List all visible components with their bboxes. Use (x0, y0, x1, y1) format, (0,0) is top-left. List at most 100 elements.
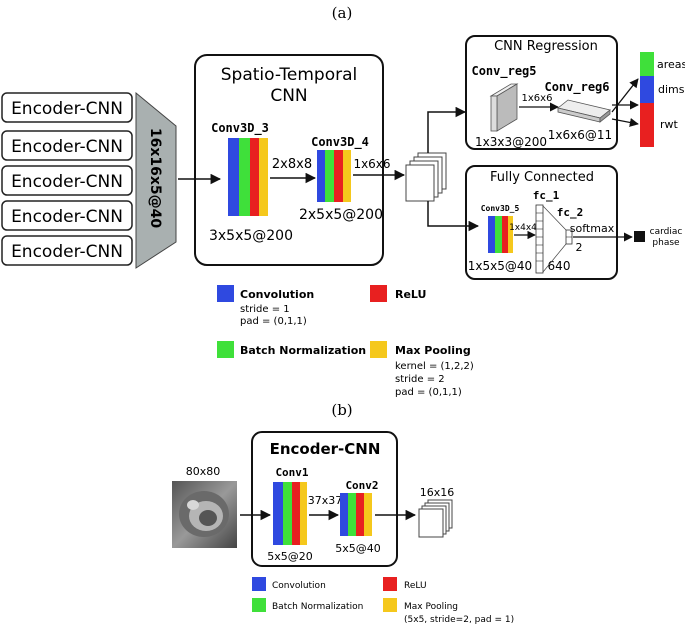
output-dims-label: dims (658, 83, 685, 96)
fc-arrow-label: 1x4x4 (509, 223, 537, 233)
output-rwt-label: rwt (660, 118, 679, 131)
encoder-label-3: Encoder-CNN (11, 172, 123, 192)
conv-reg6-dim: 1x6x6@11 (548, 128, 612, 142)
fc-1-dim: 640 (548, 259, 571, 273)
conv3d-4-dim: 2x5x5@200 (299, 207, 383, 223)
fc-title: Fully Connected (490, 170, 594, 185)
conv-reg6-slab (557, 99, 611, 123)
conv-reg5-dim: 1x3x3@200 (475, 135, 547, 149)
encoder-box-5 (1, 235, 133, 266)
conv-reg5-label: Conv_reg5 (471, 64, 536, 79)
st-title-line2: CNN (270, 86, 307, 106)
legend-a-conv-label: Convolution (240, 288, 314, 301)
legend-b-conv-label: Convolution (272, 581, 326, 591)
legend-b-bn-label: Batch Normalization (272, 602, 363, 612)
legend-a-conv-swatch (217, 285, 234, 302)
encoder-label-5: Encoder-CNN (11, 242, 123, 262)
encoder-label-4: Encoder-CNN (11, 207, 123, 227)
fc-2-column (565, 229, 573, 245)
legend-b-relu-swatch (383, 577, 397, 591)
arrow-to-rwt (611, 117, 639, 127)
feature-stack-trapezoid (135, 91, 177, 269)
conv1-block (273, 482, 307, 545)
conv3d-4-label: Conv3D_4 (311, 135, 369, 150)
conv3d-5-dim: 1x5x5@40 (468, 259, 532, 273)
fc-1-column (535, 204, 544, 274)
legend-b-pool-swatch (383, 598, 397, 612)
fully-connected-box (465, 165, 618, 280)
legend-a-pool-swatch (370, 341, 387, 358)
legend-a: Convolution stride = 1 pad = (0,1,1) ReL… (217, 285, 474, 398)
legend-a-pool-stride: stride = 2 (395, 374, 445, 385)
encoder-box-4 (1, 200, 133, 231)
cnn-regression-box (465, 35, 618, 150)
input-dim-label: 80x80 (186, 465, 221, 478)
reg-arrow-label: 1x6x6 (522, 93, 553, 104)
conv3d-3-block (228, 138, 268, 216)
legend-a-pool-label: Max Pooling (395, 344, 471, 357)
conv2-block (340, 493, 372, 536)
cardiac-phase-square (634, 231, 645, 242)
legend-a-pool-pad: pad = (0,1,1) (395, 387, 462, 398)
encoder-cnn-title: Encoder-CNN (270, 440, 381, 458)
output-dim-label: 16x16 (420, 486, 455, 499)
encoder-box-1 (1, 92, 133, 123)
conv1-label: Conv1 (275, 466, 308, 479)
encoder-cnn-box (251, 431, 398, 567)
legend-b-conv-swatch (252, 577, 266, 591)
branch-to-regression (427, 106, 467, 153)
legend-b-relu-label: ReLU (404, 581, 427, 591)
feature-stack-label: 16x16x5@40 (147, 128, 163, 229)
conv2-label: Conv2 (345, 479, 378, 492)
legend-a-pool-kernel: kernel = (1,2,2) (395, 361, 474, 372)
feature-map-stack (405, 152, 447, 202)
conv3d-4-block (317, 150, 351, 202)
conv3d-5-block (488, 216, 513, 253)
output-areas-label: areas (657, 58, 685, 71)
conv-reg6-label: Conv_reg6 (544, 80, 609, 95)
legend-a-bn-swatch (217, 341, 234, 358)
arrow-37x37-label: 37x37 (308, 494, 343, 507)
mri-input-image (172, 481, 237, 548)
conv3d-3-dim: 3x5x5@200 (209, 228, 293, 244)
branch-to-fully-connected (427, 201, 480, 232)
output-dims-bar (640, 76, 654, 103)
panel-a-label: (a) (332, 4, 353, 22)
conv-reg5-slab (489, 83, 519, 132)
arrow-1x6x6-label: 1x6x6 (353, 157, 390, 171)
legend-b-pool-detail: (5x5, stride=2, pad = 1) (404, 615, 514, 625)
output-areas-bar (640, 52, 654, 76)
regression-title: CNN Regression (494, 39, 598, 54)
encoder-stack: Encoder-CNN Encoder-CNN Encoder-CNN Enco… (1, 92, 133, 266)
legend-a-relu-swatch (370, 285, 387, 302)
conv3d-5-label: Conv3D_5 (481, 204, 520, 213)
legend-b-pool-label: Max Pooling (404, 602, 458, 612)
st-title-line1: Spatio-Temporal (221, 65, 358, 85)
encoder-label-2: Encoder-CNN (11, 137, 123, 157)
conv1-dim: 5x5@20 (267, 550, 313, 563)
legend-a-conv-stride: stride = 1 (240, 304, 290, 315)
encoder-box-3 (1, 165, 133, 196)
fc-2-dim: 2 (576, 241, 583, 254)
output-feature-maps (418, 499, 453, 538)
encoder-label-1: Encoder-CNN (11, 99, 123, 119)
legend-b-bn-swatch (252, 598, 266, 612)
cardiac-label: cardiac (650, 227, 683, 237)
output-rwt-bar (640, 103, 654, 147)
spatio-temporal-box (194, 54, 384, 266)
conv2-dim: 5x5@40 (335, 542, 381, 555)
legend-a-relu-label: ReLU (395, 288, 426, 301)
phase-label: phase (652, 238, 680, 248)
softmax-label: softmax (570, 222, 615, 235)
legend-b: Convolution ReLU Batch Normalization Max… (252, 577, 514, 625)
arrow-to-areas (611, 78, 639, 113)
arrow-2x8x8-label: 2x8x8 (272, 157, 312, 172)
fc-connections (542, 205, 567, 273)
fc-1-label: fc_1 (533, 189, 560, 202)
panel-b-label: (b) (331, 401, 352, 419)
conv3d-3-label: Conv3D_3 (211, 121, 269, 136)
encoder-box-2 (1, 130, 133, 161)
legend-a-conv-pad: pad = (0,1,1) (240, 316, 307, 327)
fc-2-label: fc_2 (557, 206, 584, 219)
